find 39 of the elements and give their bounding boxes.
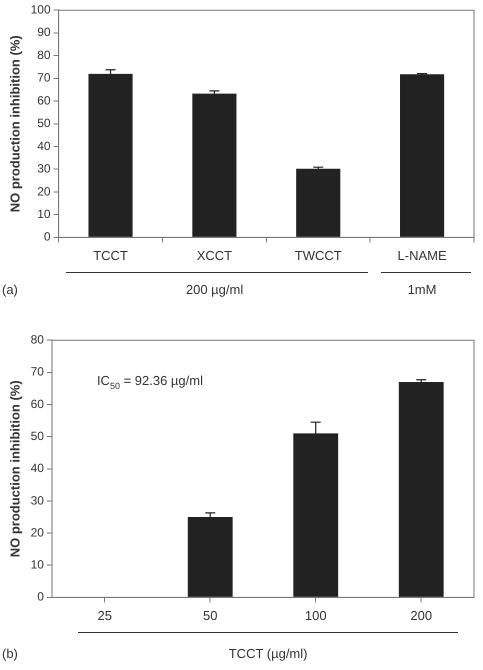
y-tick-label: 80 bbox=[30, 332, 44, 347]
x-tick-label: TWCCT bbox=[294, 248, 342, 263]
x-tick-label: 200 bbox=[410, 608, 432, 623]
y-tick-label: 20 bbox=[37, 184, 51, 198]
bar bbox=[192, 94, 236, 237]
y-axis-title: NO production inhibition (%) bbox=[7, 35, 22, 212]
y-tick-label: 60 bbox=[30, 396, 44, 411]
x-tick-label: XCCT bbox=[196, 248, 232, 263]
text: 200 µg/ml bbox=[186, 282, 244, 297]
x-tick-label: TCCT bbox=[93, 248, 128, 263]
y-tick-label: 30 bbox=[30, 493, 44, 508]
y-tick-label: 20 bbox=[30, 525, 44, 540]
y-tick-label: 10 bbox=[30, 558, 44, 572]
bar bbox=[400, 74, 444, 237]
y-tick-label: 50 bbox=[30, 428, 44, 443]
x-tick-label: 25 bbox=[97, 608, 112, 623]
y-tick-label: 70 bbox=[30, 364, 44, 379]
y-tick-label: 30 bbox=[37, 162, 51, 176]
bar bbox=[398, 382, 444, 597]
y-tick-label: 60 bbox=[37, 93, 51, 108]
y-tick-label: 90 bbox=[37, 25, 51, 40]
y-tick-label: 80 bbox=[37, 48, 51, 62]
y-tick-label: 10 bbox=[37, 206, 51, 221]
x-tick-label: 50 bbox=[202, 608, 218, 623]
x-axis-title: TCCT (µg/ml) bbox=[228, 646, 308, 661]
y-tick-label: 50 bbox=[37, 116, 51, 130]
y-tick-label: 100 bbox=[30, 2, 51, 17]
y-axis-title: NO production inhibition (%) bbox=[7, 380, 22, 558]
y-tick-label: 70 bbox=[37, 70, 51, 85]
x-tick-label: 100 bbox=[304, 608, 327, 623]
text: 1mM bbox=[408, 282, 436, 297]
x-tick-label: L-NAME bbox=[398, 248, 447, 263]
y-tick-label: 40 bbox=[30, 461, 44, 476]
bar bbox=[296, 168, 340, 237]
y-tick-label: 40 bbox=[37, 138, 51, 153]
y-tick-label: 0 bbox=[44, 230, 51, 244]
text: (a) bbox=[2, 282, 18, 297]
y-tick-label: 0 bbox=[37, 590, 44, 604]
text: (b) bbox=[2, 646, 18, 661]
